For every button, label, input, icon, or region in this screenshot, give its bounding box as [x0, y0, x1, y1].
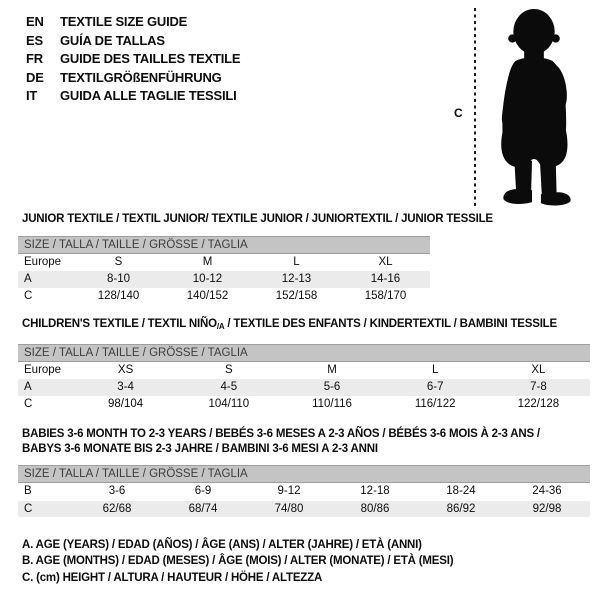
- row-label: A: [24, 381, 32, 393]
- size-cell: XL: [378, 255, 393, 268]
- months-cell: 9-12: [277, 485, 301, 497]
- height-cell: 122/128: [517, 397, 560, 410]
- months-cell: 3-6: [108, 485, 126, 497]
- age-cell: 5-6: [323, 381, 341, 393]
- language-row-es: ES GUÍA DE TALLAS: [26, 32, 240, 51]
- guide-title-en: TEXTILE SIZE GUIDE: [60, 14, 188, 29]
- height-cell: 116/122: [414, 397, 456, 410]
- age-cell: 14-16: [370, 273, 401, 285]
- legend-notes: A. AGE (YEARS) / EDAD (AÑOS) / ÂGE (ANS)…: [22, 537, 454, 586]
- size-cell: M: [202, 255, 213, 268]
- title-text: / TEXTILE DES ENFANTS / KINDERTEXTIL / B…: [224, 318, 557, 330]
- height-dotted-line: [474, 8, 476, 206]
- note-height-cm: C. (cm) HEIGHT / ALTURA / HAUTEUR / HÖHE…: [22, 571, 323, 584]
- language-code: DE: [26, 69, 44, 85]
- height-cell: 110/116: [312, 397, 352, 410]
- size-cell: M: [327, 363, 337, 376]
- language-code: ES: [26, 32, 43, 48]
- section-title-babies-line1: BABIES 3-6 MONTH TO 2-3 YEARS / BEBÉS 3-…: [22, 428, 540, 440]
- section-title-babies-line2: BABYS 3-6 MONATE BIS 2-3 JAHRE / BAMBINI…: [22, 442, 378, 455]
- age-cell: 10-12: [192, 273, 223, 285]
- row-label: Europe: [24, 255, 62, 268]
- size-header-bar: SIZE / TALLA / TAILLE / GRÖSSE / TAGLIA: [18, 343, 590, 362]
- title-subscript: /A: [216, 322, 225, 331]
- section-title-children: CHILDREN'S TEXTILE / TEXTIL NIÑO/A / TEX…: [18, 317, 590, 335]
- height-cell: 98/104: [108, 397, 144, 410]
- table-row-europe: Europe XS S M L XL: [18, 362, 590, 380]
- size-cell: XL: [531, 363, 546, 376]
- row-label: B: [24, 485, 32, 497]
- table-row-height: C 128/140 140/152 152/158 158/170: [18, 288, 430, 305]
- toddler-silhouette-icon: [501, 8, 571, 206]
- age-cell: 12-13: [281, 273, 312, 285]
- table-row-height: C 98/104 104/110 110/116 116/122 122/128: [18, 396, 590, 413]
- height-cell: 80/86: [360, 502, 390, 515]
- height-cell: 128/140: [97, 289, 140, 302]
- size-cell: L: [432, 363, 439, 376]
- language-row-en: EN TEXTILE SIZE GUIDE: [26, 13, 240, 32]
- size-cell: S: [114, 255, 123, 268]
- row-label: C: [24, 289, 33, 302]
- height-cell: 62/68: [102, 502, 132, 515]
- row-label: C: [24, 502, 33, 515]
- row-label: C: [24, 397, 33, 410]
- note-age-months: B. AGE (MONTHS) / EDAD (MESES) / ÂGE (MO…: [22, 555, 454, 568]
- language-row-it: IT GUIDA ALLE TAGLIE TESSILI: [26, 87, 240, 106]
- section-junior-textile: JUNIOR TEXTILE / TEXTIL JUNIOR/ TEXTILE …: [18, 212, 590, 304]
- guide-title-es: GUÍA DE TALLAS: [60, 32, 165, 48]
- table-row-months: B 3-6 6-9 9-12 12-18 18-24 24-36: [18, 483, 590, 501]
- title-text: CHILDREN'S TEXTILE / TEXTIL NIÑO: [22, 318, 217, 330]
- section-title-junior: JUNIOR TEXTILE / TEXTIL JUNIOR/ TEXTILE …: [22, 213, 493, 225]
- table-row-age: A 3-4 4-5 5-6 6-7 7-8: [18, 379, 590, 396]
- months-cell: 18-24: [446, 485, 476, 497]
- height-cell: 68/74: [188, 502, 218, 515]
- months-cell: 24-36: [532, 485, 562, 497]
- guide-title-fr: GUIDE DES TAILLES TEXTILE: [60, 51, 241, 67]
- children-size-table: SIZE / TALLA / TAILLE / GRÖSSE / TAGLIA …: [18, 343, 590, 413]
- age-cell: 6-7: [426, 381, 444, 393]
- height-cell: 92/98: [532, 502, 562, 515]
- size-header-bar: SIZE / TALLA / TAILLE / GRÖSSE / TAGLIA: [18, 465, 590, 483]
- junior-size-table: SIZE / TALLA / TAILLE / GRÖSSE / TAGLIA …: [18, 235, 430, 305]
- size-tables-area: JUNIOR TEXTILE / TEXTIL JUNIOR/ TEXTILE …: [18, 212, 590, 517]
- height-marker-label: C: [454, 106, 463, 120]
- age-cell: 8-10: [106, 273, 131, 285]
- language-row-de: DE TEXTILGRÖßENFÜHRUNG: [26, 69, 240, 88]
- size-header-bar: SIZE / TALLA / TAILLE / GRÖSSE / TAGLIA: [18, 235, 430, 254]
- months-cell: 6-9: [194, 485, 212, 497]
- row-label: A: [24, 273, 32, 285]
- table-row-age: A 8-10 10-12 12-13 14-16: [18, 271, 430, 288]
- age-cell: 3-4: [117, 381, 134, 393]
- language-code: FR: [26, 51, 43, 67]
- size-cell: L: [293, 255, 300, 268]
- language-code: EN: [26, 14, 44, 29]
- size-cell: S: [224, 363, 233, 376]
- height-cell: 140/152: [186, 289, 229, 302]
- guide-title-it: GUIDA ALLE TAGLIE TESSILI: [60, 88, 237, 104]
- language-title-block: EN TEXTILE SIZE GUIDE ES GUÍA DE TALLAS …: [26, 13, 241, 106]
- months-cell: 12-18: [360, 485, 390, 497]
- table-row-height: C 62/68 68/74 74/80 80/86 86/92 92/98: [18, 500, 590, 517]
- row-label: Europe: [24, 363, 62, 376]
- language-code: IT: [26, 88, 38, 104]
- section-babies-textile: BABIES 3-6 MONTH TO 2-3 YEARS / BEBÉS 3-…: [18, 427, 590, 517]
- size-cell: XS: [117, 363, 134, 376]
- age-cell: 4-5: [220, 381, 238, 393]
- height-cell: 74/80: [274, 502, 304, 515]
- note-age-years: A. AGE (YEARS) / EDAD (AÑOS) / ÂGE (ANS)…: [22, 539, 422, 551]
- guide-title-de: TEXTILGRÖßENFÜHRUNG: [60, 69, 222, 85]
- section-childrens-textile: CHILDREN'S TEXTILE / TEXTIL NIÑO/A / TEX…: [18, 317, 590, 412]
- height-cell: 152/158: [275, 289, 318, 302]
- table-row-europe: Europe S M L XL: [18, 254, 430, 272]
- age-cell: 7-8: [530, 381, 547, 393]
- height-cell: 86/92: [446, 502, 476, 515]
- height-cell: 104/110: [208, 397, 250, 410]
- height-cell: 158/170: [364, 289, 407, 302]
- language-row-fr: FR GUIDE DES TAILLES TEXTILE: [26, 50, 241, 69]
- babies-size-table: SIZE / TALLA / TAILLE / GRÖSSE / TAGLIA …: [18, 465, 590, 517]
